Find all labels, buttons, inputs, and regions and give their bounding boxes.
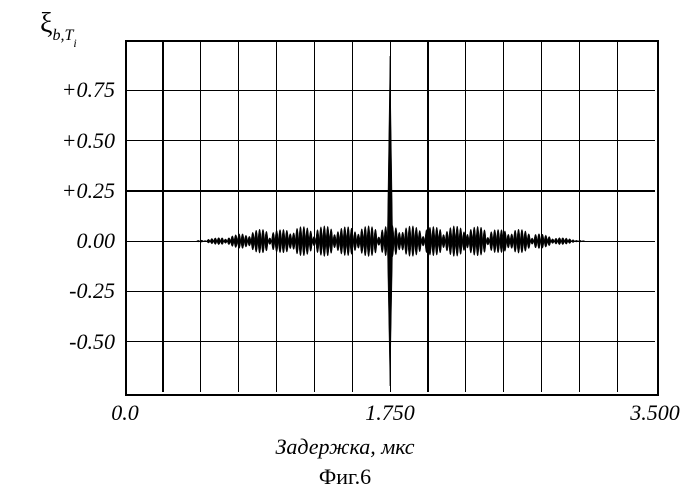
waveform-series xyxy=(0,0,690,500)
